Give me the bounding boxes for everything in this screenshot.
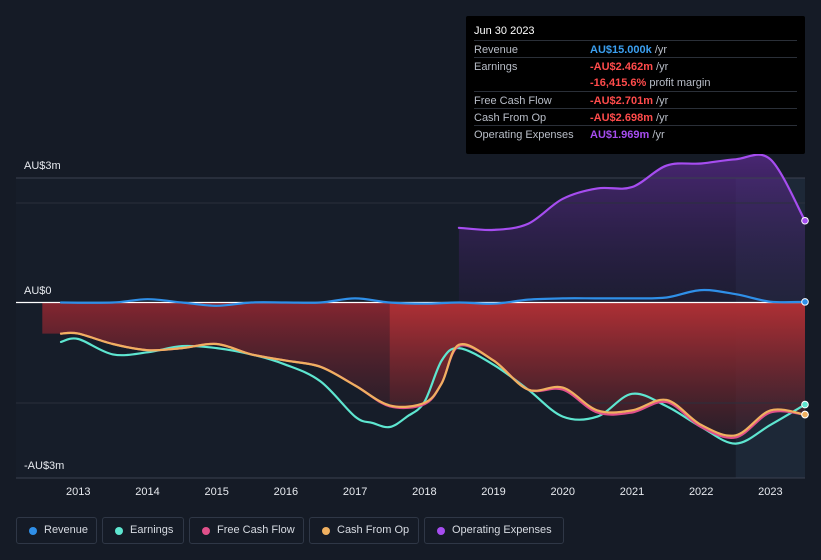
y-tick-label-top: AU$3m [24,160,61,172]
x-tick-label: 2018 [412,486,436,498]
x-tick-label: 2020 [551,486,575,498]
cash-from-op-line [59,331,807,437]
legend-dot-icon [322,527,330,535]
tooltip-label: Cash From Op [474,112,547,124]
tooltip-label: Free Cash Flow [474,95,552,107]
tooltip-date: Jun 30 2023 [474,25,535,37]
tooltip: Jun 30 2023 Revenue AU$15.000k /yr Earni… [466,16,805,154]
legend-item-revenue[interactable]: Revenue [16,517,97,544]
legend-item-free-cash-flow[interactable]: Free Cash Flow [189,517,304,544]
legend-dot-icon [437,527,445,535]
y-tick-label-zero: AU$0 [24,285,52,297]
legend-label: Cash From Op [337,524,410,536]
legend-dot-icon [202,527,210,535]
revenue-line [59,288,807,307]
earnings-line [59,337,807,445]
x-tick-label: 2022 [689,486,713,498]
tooltip-row-free-cash-flow: Free Cash Flow -AU$2.701m /yr [474,91,797,109]
legend-dot-icon [115,527,123,535]
legend-label: Revenue [44,524,89,536]
x-tick-label: 2013 [66,486,90,498]
tooltip-row-profit-margin: -16,415.6% profit margin [474,74,797,91]
operating-expenses-area [458,154,805,303]
operating-expenses-end-marker [801,216,809,225]
loss-area-recent [389,302,805,436]
legend-label: Free Cash Flow [217,524,295,536]
tooltip-label: Operating Expenses [474,129,574,141]
legend-item-cash-from-op[interactable]: Cash From Op [309,517,419,544]
tooltip-value: AU$15.000k /yr [590,44,668,56]
x-tick-label: 2023 [758,486,782,498]
tooltip-label: Revenue [474,44,519,56]
tooltip-value: -16,415.6% profit margin [590,77,711,89]
earnings-end-marker [801,400,809,409]
tooltip-value: AU$1.969m /yr [590,129,665,141]
tooltip-row-revenue: Revenue AU$15.000k /yr [474,40,797,58]
legend-dot-icon [29,527,37,535]
tooltip-value: -AU$2.462m /yr [590,61,669,73]
tooltip-value: -AU$2.701m /yr [590,95,669,107]
x-tick-label: 2019 [481,486,505,498]
x-tick-label: 2021 [620,486,644,498]
tooltip-label: Earnings [474,61,518,73]
legend-label: Earnings [130,524,174,536]
operating-expenses-line [457,153,807,232]
revenue-end-marker [801,298,809,306]
cash-from-op-end-marker [801,410,809,419]
x-tick-label: 2017 [343,486,367,498]
x-tick-label: 2016 [274,486,298,498]
tooltip-row-earnings: Earnings -AU$2.462m /yr [474,57,797,75]
legend-item-operating-expenses[interactable]: Operating Expenses [424,517,564,544]
x-tick-label: 2015 [204,486,228,498]
x-tick-label: 2014 [135,486,159,498]
tooltip-row-operating-expenses: Operating Expenses AU$1.969m /yr [474,125,797,143]
tooltip-value: -AU$2.698m /yr [590,112,669,124]
y-tick-label-bottom: -AU$3m [24,460,65,472]
legend-item-earnings[interactable]: Earnings [102,517,184,544]
legend-label: Operating Expenses [452,524,552,536]
tooltip-row-cash-from-op: Cash From Op -AU$2.698m /yr [474,108,797,126]
